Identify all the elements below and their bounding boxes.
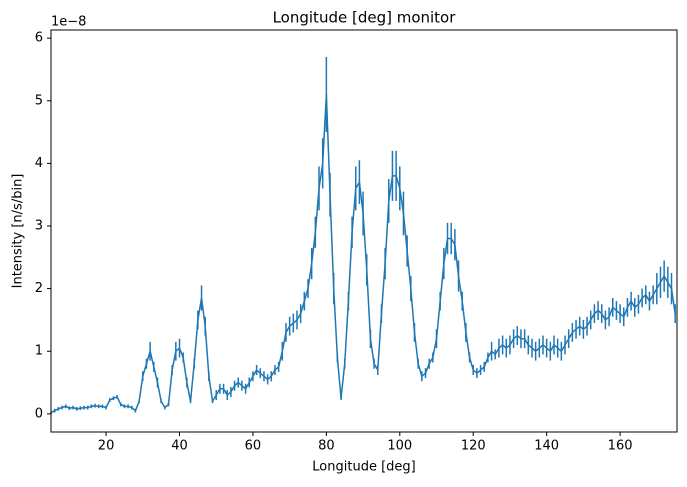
x-tick-label: 60 [245, 439, 262, 454]
x-tick-label: 120 [461, 439, 486, 454]
x-tick-label: 160 [608, 439, 633, 454]
x-axis-label: Longitude [deg] [312, 460, 415, 475]
chart-title: Longitude [deg] monitor [273, 9, 457, 27]
y-axis-label: Intensity [n/s/bin] [11, 174, 26, 289]
x-tick-label: 20 [98, 439, 115, 454]
y-tick-label: 3 [35, 218, 43, 233]
x-tick-label: 140 [534, 439, 559, 454]
y-tick-label: 1 [35, 344, 43, 359]
x-tick-label: 80 [318, 439, 335, 454]
data-line [51, 94, 676, 414]
y-tick-label: 0 [35, 406, 43, 421]
frame [50, 29, 678, 433]
plot-area [51, 56, 676, 415]
y-tick-label: 6 [35, 31, 43, 46]
x-tick-label: 100 [387, 439, 412, 454]
y-tick-label: 5 [35, 93, 43, 108]
x-tick-label: 40 [171, 439, 188, 454]
y-tick-label: 2 [35, 281, 43, 296]
y-offset-text: 1e−8 [51, 15, 86, 30]
y-tick-label: 4 [35, 156, 43, 171]
